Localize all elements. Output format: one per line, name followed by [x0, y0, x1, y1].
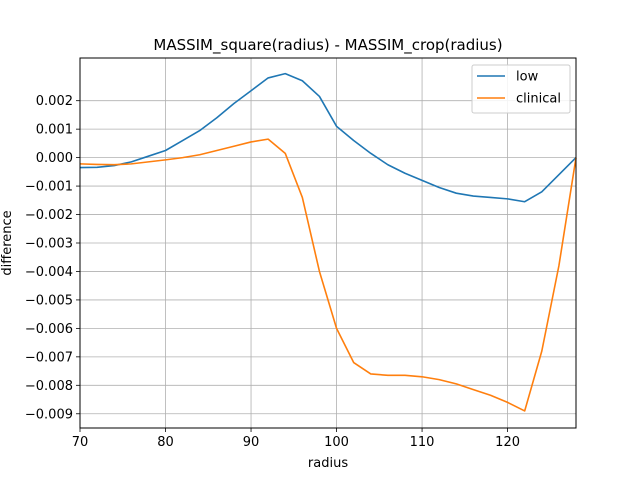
y-tick-label: 0.002 — [36, 94, 73, 109]
chart-title: MASSIM_square(radius) - MASSIM_crop(radi… — [153, 36, 502, 55]
legend-label-low: low — [516, 70, 539, 85]
x-tick-label: 120 — [495, 435, 520, 450]
y-tick-label: −0.006 — [25, 322, 73, 337]
y-tick-label: −0.005 — [25, 293, 73, 308]
x-tick-label: 100 — [324, 435, 349, 450]
series-lines — [79, 72, 577, 412]
legend-box — [471, 64, 571, 114]
y-tick-label: −0.007 — [25, 350, 73, 365]
x-tick-label: 70 — [72, 435, 89, 450]
y-axis-label: difference — [0, 210, 15, 275]
y-tick-label: −0.003 — [25, 237, 73, 252]
y-tick-label: −0.009 — [25, 407, 73, 422]
y-tick-label: −0.004 — [25, 265, 73, 280]
y-tick-label: −0.001 — [25, 180, 73, 195]
y-tick-label: 0.001 — [36, 123, 73, 138]
series-line-low — [79, 72, 577, 203]
x-tick-label: 80 — [157, 435, 174, 450]
y-tick-label: −0.008 — [25, 379, 73, 394]
x-axis-ticks: 70 80 90 100 110 120 — [72, 428, 520, 450]
x-tick-label: 110 — [410, 435, 435, 450]
x-axis-label: radius — [308, 456, 348, 471]
legend-label-clinical: clinical — [516, 92, 561, 107]
x-tick-label: 90 — [243, 435, 260, 450]
y-axis-ticks: 0.002 0.001 0.000 −0.001 −0.002 −0.003 −0.004 −… — [25, 94, 80, 422]
legend: low clinical — [471, 64, 571, 114]
series-line-clinical — [79, 138, 577, 412]
y-tick-label: −0.002 — [25, 208, 73, 223]
y-tick-label: 0.000 — [36, 151, 73, 166]
